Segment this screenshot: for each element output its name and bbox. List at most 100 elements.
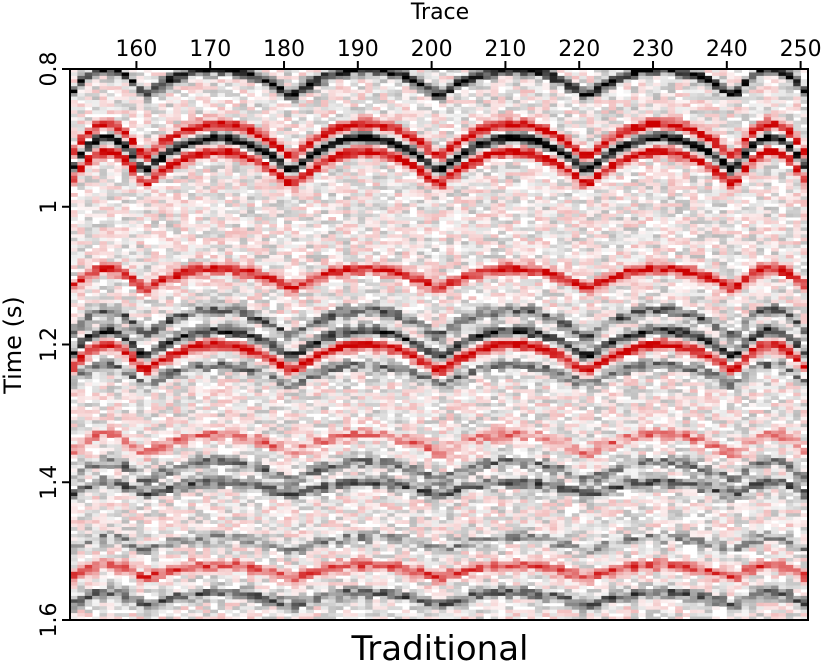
heatmap-cell xyxy=(114,358,123,363)
heatmap-cell xyxy=(276,230,285,235)
heatmap-cell xyxy=(313,499,322,504)
heatmap-cell xyxy=(99,458,108,462)
heatmap-cell xyxy=(165,223,174,228)
heatmap-cell xyxy=(298,475,307,480)
heatmap-cell xyxy=(99,423,108,428)
heatmap-cell xyxy=(320,182,329,187)
heatmap-cell xyxy=(210,320,218,325)
heatmap-cell xyxy=(261,544,270,549)
heatmap-cell xyxy=(70,230,78,235)
heatmap-cell xyxy=(224,165,233,170)
heatmap-cell xyxy=(136,458,145,462)
heatmap-cell xyxy=(210,110,218,115)
heatmap-cell xyxy=(202,292,211,297)
heatmap-cell xyxy=(232,520,241,524)
heatmap-cell xyxy=(180,182,189,187)
heatmap-cell xyxy=(239,585,248,590)
heatmap-cell xyxy=(269,144,278,149)
heatmap-cell xyxy=(106,444,115,449)
heatmap-cell xyxy=(306,396,314,400)
heatmap-cell xyxy=(217,254,226,259)
heatmap-cell xyxy=(224,496,233,500)
heatmap-cell xyxy=(298,344,307,349)
heatmap-cell xyxy=(247,124,255,128)
heatmap-cell xyxy=(136,571,145,576)
heatmap-cell xyxy=(77,130,86,135)
heatmap-cell xyxy=(269,134,278,139)
heatmap-cell xyxy=(77,499,86,504)
heatmap-cell xyxy=(158,520,167,524)
heatmap-cell xyxy=(195,365,204,369)
heatmap-cell xyxy=(202,513,211,518)
heatmap-cell xyxy=(173,272,182,277)
heatmap-cell xyxy=(224,213,233,218)
heatmap-cell xyxy=(284,478,292,483)
heatmap-cell xyxy=(136,72,145,77)
heatmap-cell xyxy=(306,120,314,125)
heatmap-cell xyxy=(106,403,115,407)
heatmap-cell xyxy=(284,172,292,177)
heatmap-cell xyxy=(232,285,241,290)
heatmap-cell xyxy=(254,389,263,394)
heatmap-cell xyxy=(121,144,130,149)
heatmap-cell xyxy=(188,316,196,321)
heatmap-cell xyxy=(173,179,182,184)
heatmap-cell xyxy=(217,544,226,549)
heatmap-cell xyxy=(224,69,233,73)
heatmap-cell xyxy=(261,392,270,397)
heatmap-cell xyxy=(180,144,189,149)
heatmap-cell xyxy=(77,427,86,431)
heatmap-cell xyxy=(254,558,263,562)
heatmap-cell xyxy=(306,258,314,263)
heatmap-cell xyxy=(195,551,204,555)
heatmap-cell xyxy=(195,592,204,597)
heatmap-cell xyxy=(224,285,233,290)
heatmap-cell xyxy=(70,155,78,159)
heatmap-cell xyxy=(291,192,300,197)
heatmap-cell xyxy=(151,492,159,497)
heatmap-cell xyxy=(151,192,159,197)
heatmap-cell xyxy=(165,523,174,528)
heatmap-cell xyxy=(121,533,130,538)
heatmap-cell xyxy=(99,447,108,452)
heatmap-cell xyxy=(298,616,307,621)
heatmap-cell xyxy=(261,496,270,500)
heatmap-cell xyxy=(320,468,329,473)
heatmap-cell xyxy=(121,358,130,363)
heatmap-cell xyxy=(84,599,93,604)
heatmap-cell xyxy=(269,289,278,294)
heatmap-cell xyxy=(92,158,100,163)
heatmap-cell xyxy=(195,289,204,294)
heatmap-cell xyxy=(269,427,278,431)
heatmap-cell xyxy=(77,320,86,325)
heatmap-cell xyxy=(84,158,93,163)
heatmap-cell xyxy=(84,175,93,180)
heatmap-cell xyxy=(114,506,123,511)
heatmap-cell xyxy=(224,468,233,473)
heatmap-cell xyxy=(143,330,152,335)
heatmap-cell xyxy=(247,589,255,593)
heatmap-cell xyxy=(99,492,108,497)
heatmap-cell xyxy=(276,179,285,184)
heatmap-cell xyxy=(173,330,182,335)
heatmap-cell xyxy=(210,172,218,177)
heatmap-cell xyxy=(165,365,174,369)
heatmap-cell xyxy=(165,496,174,500)
heatmap-cell xyxy=(165,527,174,531)
heatmap-cell xyxy=(210,520,218,524)
heatmap-cell xyxy=(92,223,100,228)
heatmap-cell xyxy=(210,482,218,487)
heatmap-cell xyxy=(284,527,292,531)
heatmap-cell xyxy=(114,564,123,569)
heatmap-cell xyxy=(92,124,100,128)
heatmap-cell xyxy=(284,89,292,94)
heatmap-cell xyxy=(195,282,204,287)
heatmap-cell xyxy=(121,372,130,376)
heatmap-cell xyxy=(247,69,255,73)
heatmap-cell xyxy=(99,306,108,311)
heatmap-cell xyxy=(173,561,182,566)
heatmap-cell xyxy=(173,523,182,528)
heatmap-cell xyxy=(92,430,100,435)
heatmap-cell xyxy=(247,296,255,301)
heatmap-cell xyxy=(151,368,159,373)
